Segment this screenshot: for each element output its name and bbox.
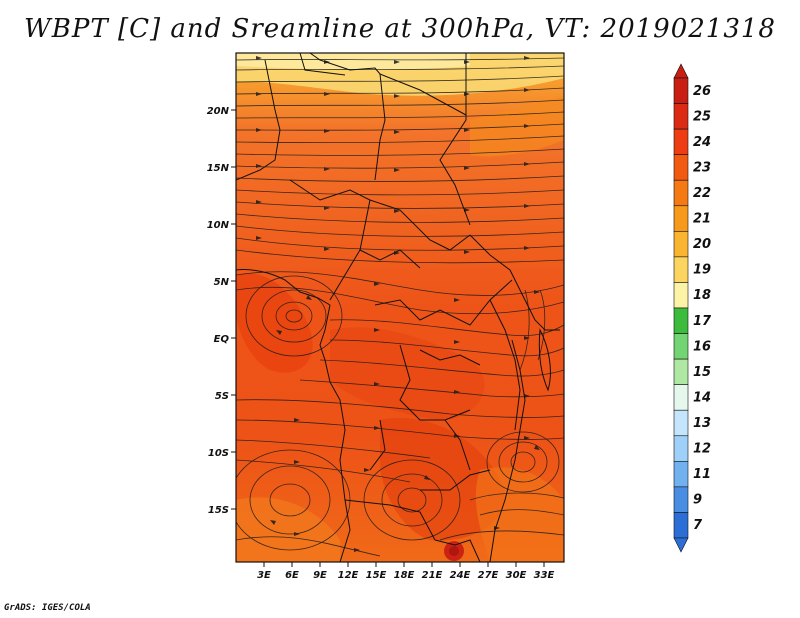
lon-tick-label: 30E — [506, 570, 527, 581]
colorbar-label: 19 — [693, 263, 711, 278]
country-borders — [236, 53, 560, 562]
colorbar-label: 21 — [693, 212, 711, 227]
colorbar-swatch — [673, 179, 689, 207]
colorbar-label: 24 — [693, 135, 711, 150]
colorbar-label: 22 — [693, 186, 711, 201]
colorbar-swatch — [673, 461, 689, 488]
colorbar-label: 25 — [693, 109, 711, 124]
colorbar-label: 20 — [693, 237, 711, 252]
map-title: WBPT [C] and Sreamline at 300hPa, VT: 20… — [24, 14, 776, 44]
colorbar-swatch — [673, 128, 689, 155]
colorbar-label: 11 — [693, 467, 711, 482]
colorbar-label: 15 — [693, 365, 711, 380]
colorbar-label: 26 — [693, 84, 711, 99]
lon-tick-label: 18E — [394, 570, 415, 581]
grads-credit: GrADS: IGES/COLA — [4, 603, 91, 613]
colorbar-label: 23 — [693, 160, 711, 175]
colorbar-label: 13 — [693, 416, 711, 431]
colorbar-swatch — [673, 409, 689, 437]
colorbar-label: 17 — [693, 314, 712, 329]
colorbar-swatch — [673, 333, 689, 360]
lon-tick-label: 15E — [366, 570, 387, 581]
longitude-axis: 3E 6E 9E 12E 15E 18E 21E 24E 27E 30E 33E — [257, 562, 555, 581]
colorbar: 26 25 24 23 22 21 20 19 18 17 16 15 14 13 12 11 9 7 — [673, 63, 712, 553]
lon-tick-label: 24E — [450, 570, 471, 581]
colorbar-swatch — [673, 154, 689, 181]
colorbar-swatch — [673, 77, 689, 104]
wbpt-shaded-field — [236, 53, 564, 562]
lon-tick-label: 21E — [422, 570, 443, 581]
streamlines-equatorial — [236, 271, 564, 557]
lon-tick-label: 9E — [313, 570, 327, 581]
lat-tick-label: 20N — [207, 106, 230, 117]
lat-tick-label: 5N — [214, 277, 230, 288]
colorbar-swatch — [673, 231, 689, 258]
lon-tick-label: 12E — [338, 570, 359, 581]
colorbar-label: 12 — [693, 442, 711, 457]
colorbar-swatch — [673, 486, 689, 513]
colorbar-label: 7 — [693, 518, 703, 533]
colorbar-label: 16 — [693, 339, 711, 354]
colorbar-swatch — [673, 205, 689, 232]
colorbar-swatch — [673, 384, 689, 411]
colorbar-swatch — [673, 512, 689, 539]
lon-tick-label: 33E — [534, 570, 555, 581]
streamlines — [236, 56, 564, 557]
colorbar-bottom-arrow — [673, 537, 689, 553]
lat-tick-label: 5S — [215, 391, 229, 402]
streamline-arrows — [256, 56, 540, 552]
colorbar-swatch — [673, 358, 689, 385]
lon-tick-label: 6E — [285, 570, 299, 581]
colorbar-swatch — [673, 435, 689, 462]
lon-tick-label: 27E — [478, 570, 499, 581]
lat-tick-label: 15N — [207, 163, 230, 174]
colorbar-swatch — [673, 307, 689, 334]
streamlines-north — [236, 57, 564, 264]
lat-tick-label: 10N — [207, 220, 230, 231]
colorbar-label: 18 — [693, 288, 711, 303]
colorbar-top-arrow — [673, 63, 689, 79]
colorbar-label: 14 — [693, 390, 711, 405]
lat-tick-label: 10S — [208, 448, 229, 459]
colorbar-swatch — [673, 103, 689, 130]
map-frame — [235, 52, 565, 563]
colorbar-swatch — [673, 256, 689, 283]
latitude-axis: 20N 15N 10N 5N EQ 5S 10S 15S — [207, 106, 236, 516]
colorbar-swatch — [673, 282, 689, 309]
lat-tick-label: 15S — [208, 505, 229, 516]
colorbar-label: 9 — [693, 493, 702, 508]
lon-tick-label: 3E — [257, 570, 271, 581]
lat-tick-label: EQ — [214, 334, 230, 345]
